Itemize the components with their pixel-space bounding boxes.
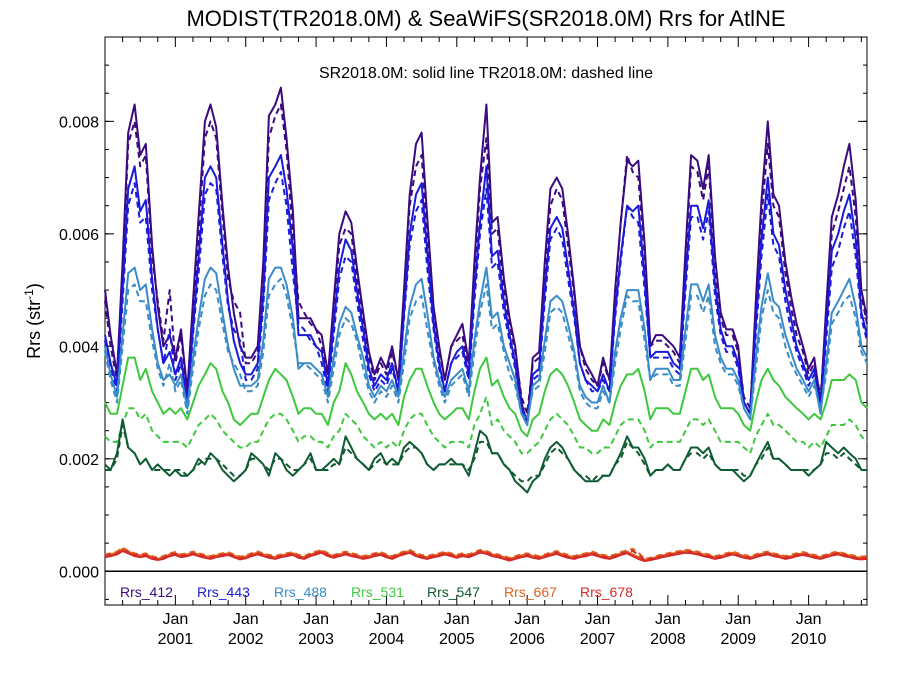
x-tick-year-label: 2002 [228,631,264,648]
legend: Rrs_412 Rrs_443 Rrs_488 Rrs_531 Rrs_547 Rrs_6… [120,584,633,600]
legend-entry-rrs-667: Rrs_667 [504,584,557,600]
series-line-rrs-488-solid [104,266,868,426]
x-axis: Jan 2001 Jan 2002 Jan 2003 Jan 2004 Jan 2005 Jan 20… [122,37,862,648]
y-axis: 0.000 0.002 0.004 0.006 0.008 [59,64,867,600]
x-tick-month-label: Jan [725,611,751,628]
x-tick-month-label: Jan [796,611,822,628]
x-tick-month-label: Jan [233,611,259,628]
series-line-rrs-443-solid [104,154,868,426]
y-tick-label: 0.000 [59,564,99,581]
x-tick-month-label: Jan [514,611,540,628]
x-tick-month-label: Jan [162,611,188,628]
series-layer [104,86,868,563]
legend-entry-rrs-443: Rrs_443 [197,584,250,600]
y-axis-label: Rrs (str-1) [22,283,44,359]
x-tick-year-label: 2008 [650,631,686,648]
plot-frame [104,36,868,606]
x-tick-year-label: 2007 [580,631,616,648]
x-tick-year-label: 2009 [720,631,756,648]
y-tick-label: 0.004 [59,339,99,356]
legend-entry-rrs-678: Rrs_678 [580,584,633,600]
y-tick-label: 0.002 [59,452,99,469]
series-line-rrs-678-solid [104,550,868,563]
series-line-rrs-531-solid [104,356,868,438]
x-tick-month-label: Jan [374,611,400,628]
x-tick-year-label: 2006 [509,631,545,648]
x-tick-month-label: Jan [655,611,681,628]
x-tick-year-label: 2005 [439,631,475,648]
legend-entry-rrs-547: Rrs_547 [427,584,480,600]
x-tick-year-label: 2004 [369,631,405,648]
series-line-rrs-412-solid [104,86,868,426]
series-line-rrs-547-dashed [105,424,867,483]
series-line-rrs-678-dashed [104,548,868,561]
x-tick-month-label: Jan [585,611,611,628]
legend-entry-rrs-531: Rrs_531 [351,584,404,600]
legend-entry-rrs-488: Rrs_488 [274,584,327,600]
y-tick-label: 0.008 [59,114,99,131]
x-tick-month-label: Jan [303,611,329,628]
line-style-note: SR2018.0M: solid line TR2018.0M: dashed … [319,65,653,82]
x-tick-year-label: 2003 [298,631,334,648]
series-line-rrs-531-dashed [104,395,868,455]
series-line-rrs-547-solid [104,418,867,494]
x-tick-year-label: 2001 [158,631,194,648]
legend-entry-rrs-412: Rrs_412 [120,584,173,600]
x-tick-month-label: Jan [444,611,470,628]
x-tick-year-label: 2010 [791,631,827,648]
y-tick-label: 0.006 [59,227,99,244]
series-line-rrs-667-dashed [104,546,868,560]
chart-title: MODIST(TR2018.0M) & SeaWiFS(SR2018.0M) R… [186,6,785,31]
